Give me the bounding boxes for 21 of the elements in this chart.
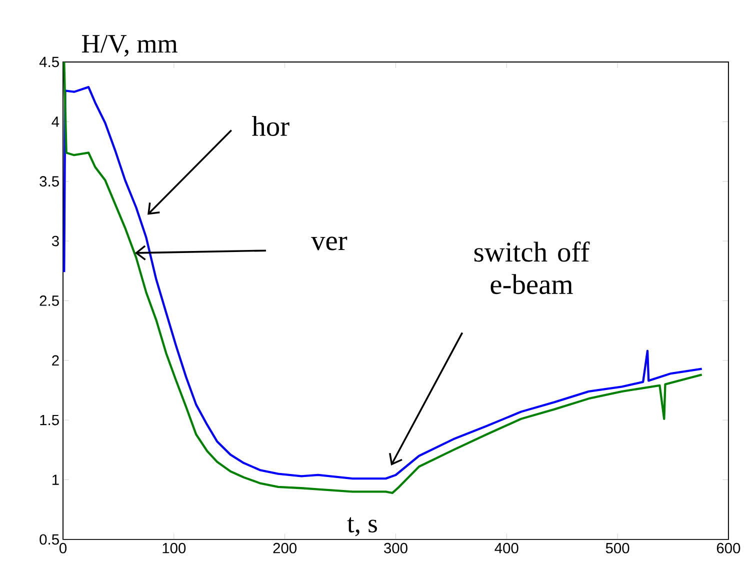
x-axis-title: t, s: [347, 517, 377, 536]
y-tick-label: 2: [52, 355, 59, 366]
x-tick-label: 400: [494, 543, 518, 554]
annotation: switch off e-beam: [474, 242, 590, 294]
y-tick-label: 0.5: [40, 534, 59, 545]
y-tick-label: 1: [52, 474, 59, 485]
annotation: hor: [252, 116, 290, 136]
y-tick-label: 4: [52, 116, 60, 127]
y-tick-label: 2.5: [40, 296, 59, 306]
x-tick-label: 600: [716, 543, 740, 554]
y-tick-label: 1.5: [40, 415, 59, 426]
x-tick-label: 100: [162, 543, 186, 554]
x-tick-label: 0: [59, 543, 67, 554]
x-tick-label: 200: [273, 543, 297, 554]
x-tick-label: 500: [606, 543, 630, 554]
y-tick-label: 3.5: [40, 176, 59, 187]
y-axis-title: H/V, mm: [82, 35, 178, 57]
y-tick-label: 4.5: [39, 57, 59, 68]
y-tick-label: 3: [52, 236, 59, 246]
x-tick-label: 300: [384, 543, 408, 554]
annotation: ver: [311, 236, 348, 250]
